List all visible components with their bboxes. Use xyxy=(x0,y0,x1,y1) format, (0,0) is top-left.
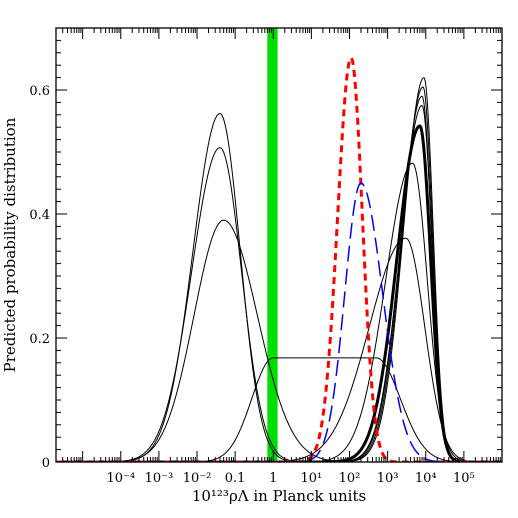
plot-frame xyxy=(55,27,503,463)
series-line-12 xyxy=(56,56,502,462)
series-line-4 xyxy=(56,357,502,462)
series-line-9 xyxy=(56,86,502,462)
series-line-11 xyxy=(56,124,502,462)
x-axis-title: 10¹²³ρΛ in Planck units xyxy=(192,487,366,505)
series-line-13 xyxy=(56,182,502,462)
series-line-10 xyxy=(56,77,502,462)
y-tick-label: 0.2 xyxy=(29,332,50,347)
y-tick-label: 0.4 xyxy=(29,208,50,223)
x-tick-label: 10⁻⁴ xyxy=(106,471,135,486)
y-axis-title: Predicted probability distribution xyxy=(1,117,19,372)
x-tick-label: 10⁻³ xyxy=(145,471,174,486)
plot-area xyxy=(56,28,502,462)
x-tick-label: 10⁴ xyxy=(415,471,437,486)
series-group xyxy=(56,28,502,462)
x-tick-label: 10⁻² xyxy=(183,471,212,486)
axis-ticks xyxy=(55,27,502,463)
series-line-6 xyxy=(56,162,502,462)
tick-labels: 10⁻⁴ 10⁻³ 10⁻² 0.1 1 10¹ 10² 10³ 10⁴ 10⁵ 0 0.2 0.4 0.… xyxy=(29,84,474,486)
x-tick-label: 10² xyxy=(339,471,361,486)
x-tick-label: 10⁵ xyxy=(453,471,475,486)
y-tick-label: 0.6 xyxy=(29,84,50,99)
series-line-8 xyxy=(56,95,502,462)
x-tick-label: 1 xyxy=(269,471,277,486)
y-tick-label: 0 xyxy=(42,456,50,471)
x-tick-label: 10¹ xyxy=(301,471,323,486)
x-tick-label: 0.1 xyxy=(225,471,246,486)
observed-value-band xyxy=(267,28,278,462)
series-line-3 xyxy=(56,219,502,462)
x-tick-label: 10³ xyxy=(377,471,399,486)
